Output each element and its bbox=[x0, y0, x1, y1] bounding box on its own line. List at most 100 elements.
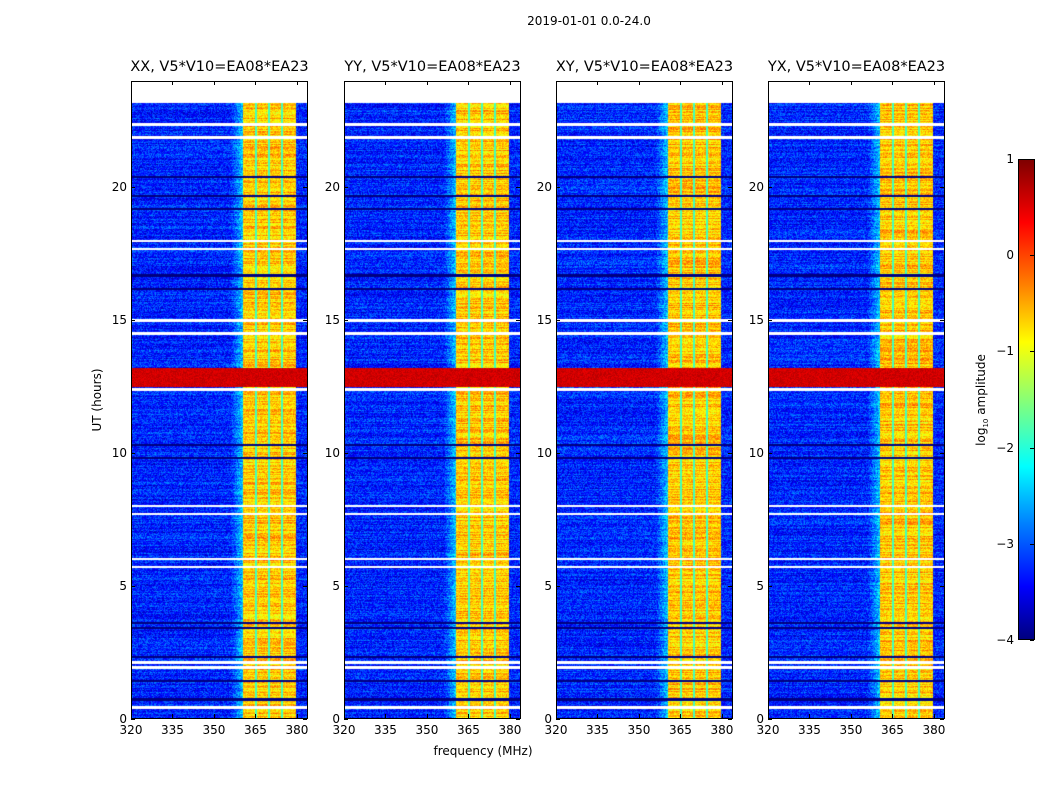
y-tick-mark bbox=[728, 187, 732, 189]
x-tick-mark bbox=[426, 714, 428, 718]
x-tick-mark bbox=[721, 714, 723, 718]
colorbar-tick-mark bbox=[1030, 447, 1034, 449]
panel-title: XY, V5*V10=EA08*EA23 bbox=[555, 59, 734, 75]
x-tick-mark bbox=[850, 714, 852, 718]
x-tick-mark bbox=[721, 81, 723, 85]
y-tick-label: 20 bbox=[111, 180, 127, 195]
x-tick-label: 365 bbox=[457, 723, 480, 737]
colorbar-tick-label: 0 bbox=[1006, 248, 1014, 263]
x-tick-mark bbox=[255, 81, 257, 85]
y-axis-label: UT (hours) bbox=[90, 368, 104, 432]
x-tick-label: 350 bbox=[202, 723, 226, 737]
x-tick-label: 350 bbox=[415, 723, 439, 737]
panel-title: XX, V5*V10=EA08*EA23 bbox=[130, 59, 309, 75]
heatmap-image bbox=[132, 82, 307, 718]
x-tick-mark bbox=[172, 714, 174, 718]
x-tick-mark bbox=[809, 714, 811, 718]
colorbar-tick-label: −3 bbox=[996, 536, 1014, 551]
x-tick-mark bbox=[131, 714, 132, 718]
x-tick-mark bbox=[768, 81, 769, 85]
x-tick-mark bbox=[172, 81, 174, 85]
y-tick-label: 0 bbox=[332, 712, 340, 726]
x-tick-mark bbox=[131, 81, 132, 85]
colorbar-tick-mark bbox=[1030, 255, 1034, 257]
y-tick-mark bbox=[556, 719, 560, 720]
colorbar-tick-mark bbox=[1030, 640, 1034, 641]
colorbar-tick-mark bbox=[1030, 159, 1034, 160]
colorbar-label: log10 amplitude bbox=[973, 354, 991, 446]
x-tick-mark bbox=[296, 714, 298, 718]
colorbar-tick-label: −1 bbox=[996, 344, 1014, 359]
x-tick-label: 350 bbox=[839, 723, 863, 737]
y-tick-label: 0 bbox=[119, 712, 127, 726]
figure-title: 2019-01-01 0.0-24.0 bbox=[527, 14, 651, 28]
y-tick-label: 15 bbox=[536, 313, 552, 328]
x-tick-mark bbox=[344, 714, 345, 718]
x-tick-mark bbox=[850, 81, 852, 85]
x-tick-mark bbox=[933, 714, 935, 718]
y-tick-label: 15 bbox=[111, 313, 127, 328]
y-tick-label: 0 bbox=[756, 712, 764, 726]
y-tick-label: 5 bbox=[332, 579, 340, 594]
x-tick-label: 365 bbox=[244, 723, 267, 737]
x-tick-mark bbox=[468, 714, 470, 718]
y-tick-mark bbox=[131, 187, 135, 189]
y-tick-mark bbox=[768, 187, 772, 189]
y-tick-mark bbox=[768, 719, 772, 720]
x-tick-mark bbox=[892, 81, 894, 85]
x-tick-mark bbox=[344, 81, 345, 85]
y-tick-label: 10 bbox=[111, 446, 127, 461]
x-tick-mark bbox=[509, 714, 511, 718]
y-tick-mark bbox=[303, 187, 307, 189]
colorbar-tick-label: 1 bbox=[1006, 152, 1014, 166]
x-tick-mark bbox=[426, 81, 428, 85]
y-tick-mark bbox=[768, 453, 772, 455]
x-tick-mark bbox=[509, 81, 511, 85]
x-tick-label: 320 bbox=[544, 723, 568, 737]
y-tick-mark bbox=[131, 586, 135, 588]
x-tick-mark bbox=[556, 714, 557, 718]
x-tick-mark bbox=[385, 81, 387, 85]
panel-title: YY, V5*V10=EA08*EA23 bbox=[344, 59, 521, 75]
heatmap-image bbox=[769, 82, 944, 718]
x-tick-mark bbox=[296, 81, 298, 85]
heatmap-image bbox=[345, 82, 520, 718]
y-tick-mark bbox=[940, 453, 944, 455]
y-tick-label: 20 bbox=[748, 180, 764, 195]
colorbar bbox=[1018, 159, 1035, 640]
y-tick-mark bbox=[940, 586, 944, 588]
y-tick-mark bbox=[516, 586, 520, 588]
heatmap-panel-2 bbox=[556, 81, 733, 719]
y-tick-mark bbox=[556, 320, 560, 322]
y-tick-mark bbox=[728, 719, 732, 720]
x-tick-mark bbox=[385, 714, 387, 718]
y-tick-label: 20 bbox=[536, 180, 552, 195]
y-tick-mark bbox=[516, 187, 520, 189]
y-tick-mark bbox=[728, 320, 732, 322]
y-tick-mark bbox=[516, 320, 520, 322]
y-tick-mark bbox=[131, 320, 135, 322]
x-tick-label: 320 bbox=[119, 723, 143, 737]
x-tick-label: 365 bbox=[669, 723, 692, 737]
y-tick-mark bbox=[131, 719, 135, 720]
y-tick-mark bbox=[556, 187, 560, 189]
heatmap-panel-3 bbox=[768, 81, 945, 719]
y-tick-label: 5 bbox=[756, 579, 764, 594]
y-tick-mark bbox=[344, 586, 348, 588]
x-tick-label: 335 bbox=[798, 723, 821, 737]
x-tick-mark bbox=[468, 81, 470, 85]
x-tick-mark bbox=[597, 81, 599, 85]
x-tick-mark bbox=[680, 81, 682, 85]
x-tick-mark bbox=[768, 714, 769, 718]
x-tick-label: 380 bbox=[710, 723, 734, 737]
x-tick-label: 335 bbox=[161, 723, 184, 737]
y-tick-mark bbox=[344, 320, 348, 322]
x-tick-mark bbox=[638, 81, 640, 85]
colorbar-tick-mark bbox=[1030, 543, 1034, 545]
y-tick-mark bbox=[516, 453, 520, 455]
x-tick-mark bbox=[638, 714, 640, 718]
y-tick-mark bbox=[344, 453, 348, 455]
x-tick-mark bbox=[892, 714, 894, 718]
x-tick-mark bbox=[255, 714, 257, 718]
y-tick-label: 20 bbox=[324, 180, 340, 195]
